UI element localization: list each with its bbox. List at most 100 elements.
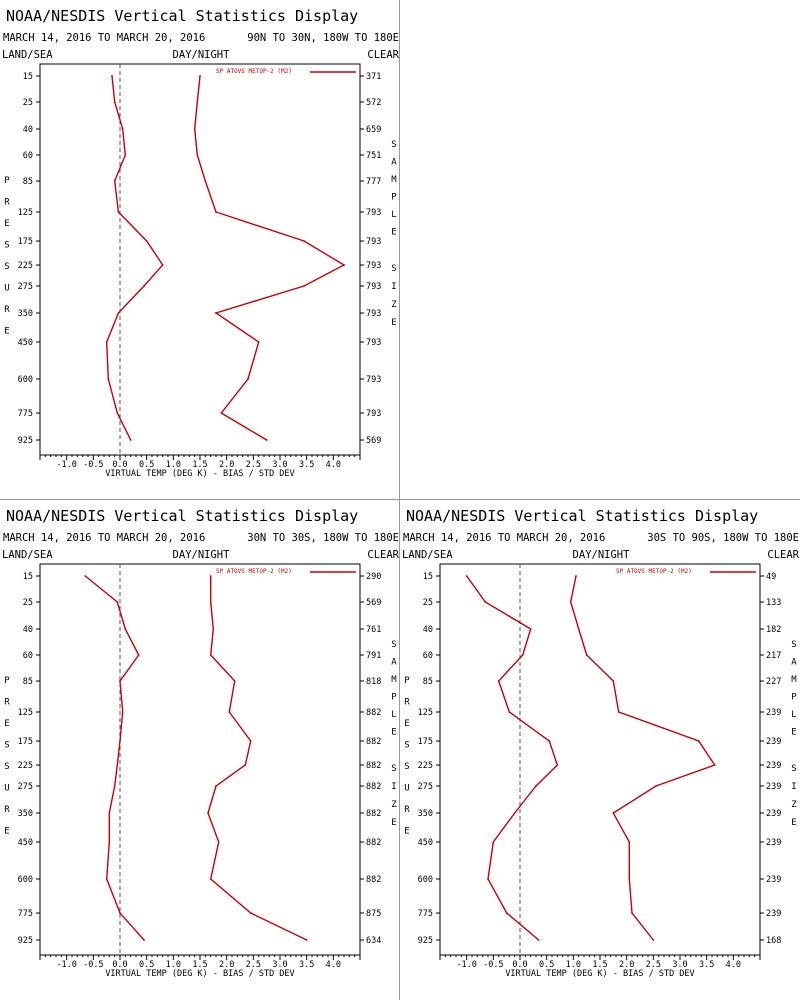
label-clear: CLEAR <box>367 549 399 561</box>
x-tick-label: 3.0 <box>272 960 287 970</box>
bias-point <box>116 412 119 414</box>
y-axis-letter: R <box>4 698 10 708</box>
std-dev-point <box>569 601 572 603</box>
sample-size-label: 818 <box>366 677 381 687</box>
label-clear: CLEAR <box>767 549 799 561</box>
bias-point <box>121 711 124 713</box>
std-dev-point <box>305 939 308 941</box>
chart-panel-sh: NOAA/NESDIS Vertical Statistics Display M… <box>400 500 800 1000</box>
x-axis-label: VIRTUAL TEMP (DEG K) - BIAS / STD DEV <box>105 469 294 479</box>
pressure-level-label: 15 <box>423 572 433 582</box>
y2-axis-letter: M <box>391 175 397 185</box>
y2-axis-letter: M <box>791 675 797 685</box>
x-tick-label: 0.0 <box>112 960 127 970</box>
bias-point <box>513 812 516 814</box>
y-axis-letter: S <box>4 741 9 751</box>
pressure-level-label: 275 <box>418 782 433 792</box>
std-dev-point <box>257 341 260 343</box>
chart-dates: MARCH 14, 2016 TO MARCH 20, 2016 <box>403 532 605 544</box>
x-tick-label: 3.5 <box>299 960 314 970</box>
bias-point <box>129 439 132 441</box>
x-tick-label: -0.5 <box>83 960 103 970</box>
std-dev-point <box>209 575 212 577</box>
x-tick-label: 2.5 <box>246 960 261 970</box>
sample-size-label: 761 <box>366 625 381 635</box>
x-tick-label: 3.0 <box>272 460 287 470</box>
sample-size-label: 793 <box>366 282 381 292</box>
bias-point <box>465 575 468 577</box>
x-tick-label: 4.0 <box>726 960 741 970</box>
std-dev-point <box>233 680 236 682</box>
std-dev-point <box>193 128 196 130</box>
std-dev-point <box>303 285 305 287</box>
sample-size-label: 793 <box>366 237 381 247</box>
sample-size-label: 569 <box>366 598 381 608</box>
bias-line <box>84 575 145 941</box>
sample-size-label: 882 <box>366 737 381 747</box>
pressure-level-label: 85 <box>423 677 433 687</box>
x-tick-label: 1.5 <box>192 460 207 470</box>
pressure-level-label: 225 <box>418 761 433 771</box>
bias-point <box>492 841 495 843</box>
bias-point <box>145 240 148 242</box>
y-axis-letter: R <box>4 305 10 315</box>
y-axis-letter: R <box>404 698 410 708</box>
pressure-level-label: 275 <box>18 282 33 292</box>
y2-axis-letter: E <box>391 228 396 238</box>
chart-svg: NOAA/NESDIS Vertical Statistics Display M… <box>2 7 400 479</box>
y2-axis-letter: P <box>391 193 397 203</box>
pressure-level-label: 60 <box>23 151 33 161</box>
x-tick-label: 4.0 <box>326 460 341 470</box>
std-dev-point <box>713 764 716 766</box>
label-day-night: DAY/NIGHT <box>173 549 231 561</box>
std-dev-point <box>204 180 207 182</box>
x-tick-label: -1.0 <box>56 460 76 470</box>
bias-point <box>108 812 111 814</box>
pressure-level-label: 15 <box>23 572 33 582</box>
std-dev-point <box>265 439 268 441</box>
chart-title: NOAA/NESDIS Vertical Statistics Display <box>406 507 758 525</box>
sample-size-label: 182 <box>766 625 781 635</box>
x-tick-label: 0.5 <box>139 460 154 470</box>
bias-point <box>111 75 113 77</box>
legend-label: SP ATOVS METOP-2 (M2) <box>216 68 292 75</box>
sample-size-label: 659 <box>366 125 381 135</box>
sample-size-label: 793 <box>366 261 381 271</box>
x-tick-label: 3.5 <box>299 460 314 470</box>
std-dev-point <box>199 75 201 77</box>
std-dev-point <box>697 740 700 742</box>
bias-point <box>124 628 127 630</box>
y-axis-letter: U <box>4 784 9 794</box>
x-tick-label: -0.5 <box>83 460 103 470</box>
x-tick-label: 0.5 <box>539 960 554 970</box>
sample-size-label: 882 <box>366 875 381 885</box>
label-land-sea: LAND/SEA <box>2 49 53 61</box>
std-dev-point <box>244 764 247 766</box>
pressure-level-label: 125 <box>18 708 33 718</box>
bias-point <box>105 341 108 343</box>
bias-point <box>497 680 500 682</box>
chart-panel-tropics: NOAA/NESDIS Vertical Statistics Display M… <box>0 500 400 1000</box>
pressure-level-label: 925 <box>18 936 33 946</box>
y2-axis-letter: E <box>391 818 396 828</box>
sample-size-label: 875 <box>366 909 381 919</box>
std-dev-point <box>652 939 655 941</box>
std-dev-point <box>209 878 212 880</box>
chart-title: NOAA/NESDIS Vertical Statistics Display <box>6 507 358 525</box>
bias-point <box>143 939 145 941</box>
x-tick-label: 3.0 <box>672 960 687 970</box>
x-tick-label: 1.0 <box>166 960 181 970</box>
pressure-level-label: 175 <box>418 737 433 747</box>
bias-point <box>108 841 111 843</box>
pressure-level-label: 85 <box>23 677 33 687</box>
bias-line <box>105 75 164 441</box>
sample-size-label: 239 <box>766 838 781 848</box>
bias-point <box>119 912 121 914</box>
x-tick-label: 0.5 <box>139 960 154 970</box>
x-tick-label: 1.5 <box>192 960 207 970</box>
y2-axis-letter: Z <box>791 800 797 810</box>
y-axis-letter: S <box>4 262 9 272</box>
empty-panel <box>400 0 800 500</box>
pressure-level-label: 600 <box>18 875 33 885</box>
pressure-level-label: 350 <box>18 309 33 319</box>
